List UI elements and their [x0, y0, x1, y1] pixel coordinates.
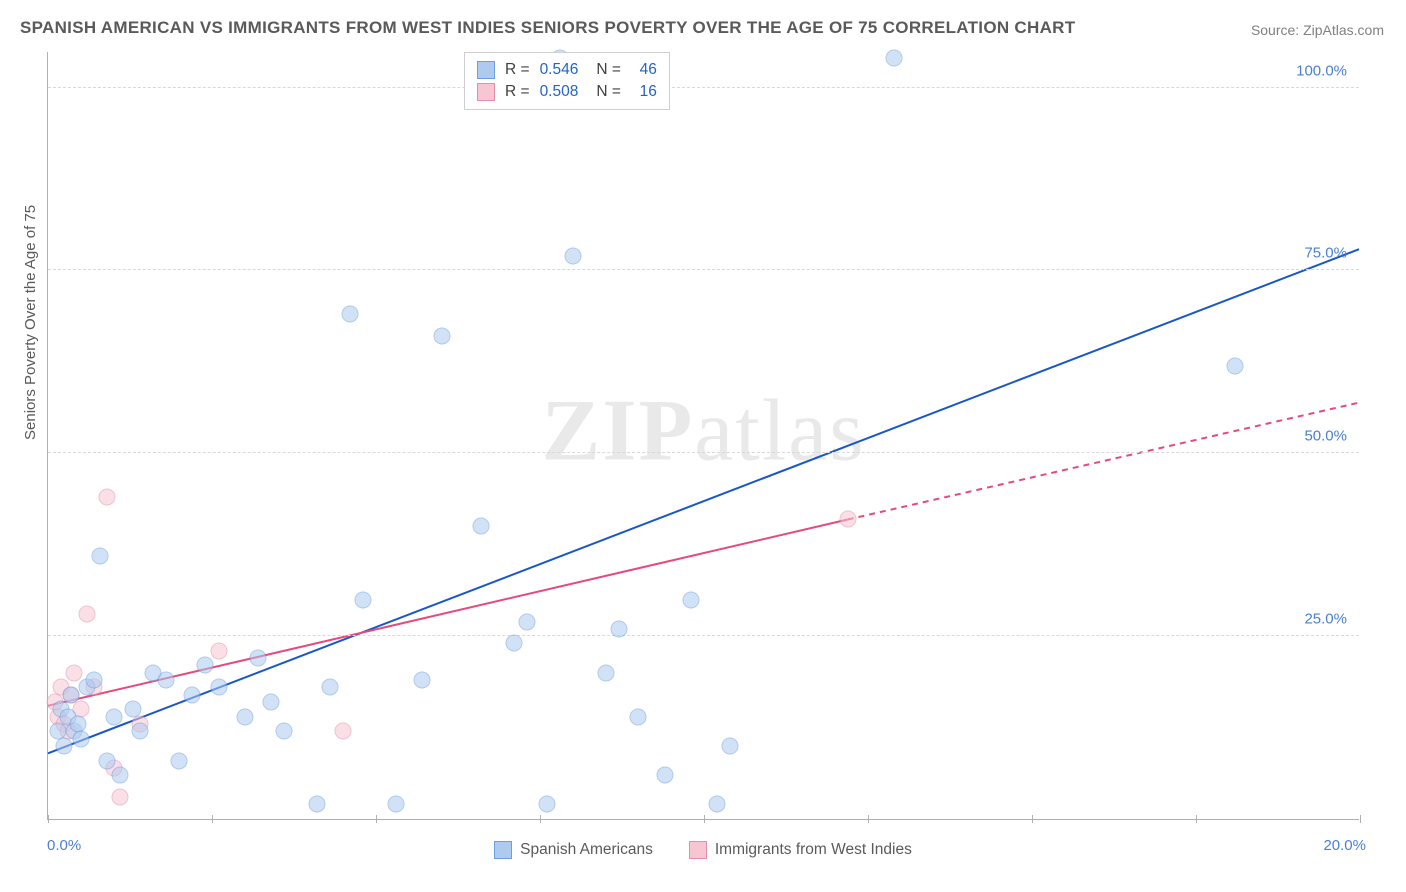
scatter-point-series1 [682, 591, 699, 608]
x-tick [376, 815, 377, 823]
source-label: Source: ZipAtlas.com [1251, 22, 1384, 38]
scatter-point-series1 [886, 50, 903, 67]
scatter-point-series1 [472, 518, 489, 535]
scatter-point-series1 [99, 752, 116, 769]
scatter-point-series2 [210, 642, 227, 659]
scatter-point-series1 [518, 613, 535, 630]
scatter-point-series2 [66, 664, 83, 681]
scatter-point-series1 [171, 752, 188, 769]
r-value: 0.546 [540, 59, 579, 81]
scatter-point-series1 [125, 701, 142, 718]
legend-swatch [477, 83, 495, 101]
correlation-legend: R = 0.546 N = 46 R = 0.508 N = 16 [464, 52, 670, 110]
r-label: R = [505, 81, 530, 103]
y-tick-label: 50.0% [1304, 428, 1347, 445]
y-tick-label: 100.0% [1296, 62, 1347, 79]
scatter-point-series1 [308, 796, 325, 813]
x-tick [704, 815, 705, 823]
gridline [48, 452, 1359, 453]
gridline [48, 87, 1359, 88]
n-label: N = [596, 59, 621, 81]
scatter-point-series1 [722, 737, 739, 754]
scatter-point-series1 [709, 796, 726, 813]
trend-lines [48, 52, 1359, 819]
scatter-point-series1 [597, 664, 614, 681]
scatter-point-series1 [387, 796, 404, 813]
x-tick [1196, 815, 1197, 823]
legend-swatch [494, 841, 512, 859]
scatter-point-series1 [1227, 357, 1244, 374]
scatter-point-series1 [263, 693, 280, 710]
y-tick-label: 75.0% [1304, 245, 1347, 262]
scatter-point-series1 [538, 796, 555, 813]
scatter-point-series1 [433, 328, 450, 345]
scatter-point-series1 [236, 708, 253, 725]
legend-label: Immigrants from West Indies [715, 841, 912, 859]
scatter-point-series1 [610, 620, 627, 637]
scatter-point-series2 [99, 489, 116, 506]
scatter-point-series1 [630, 708, 647, 725]
scatter-point-series2 [79, 606, 96, 623]
scatter-point-series1 [276, 723, 293, 740]
scatter-point-series1 [56, 737, 73, 754]
n-value: 16 [631, 81, 657, 103]
scatter-point-series1 [62, 686, 79, 703]
x-tick [1360, 815, 1361, 823]
scatter-point-series1 [656, 767, 673, 784]
scatter-point-series1 [354, 591, 371, 608]
scatter-point-series2 [112, 789, 129, 806]
scatter-point-series1 [105, 708, 122, 725]
scatter-point-series1 [341, 306, 358, 323]
legend-row: R = 0.508 N = 16 [477, 81, 657, 103]
n-label: N = [596, 81, 621, 103]
y-axis-label: Seniors Poverty Over the Age of 75 [22, 205, 39, 440]
scatter-point-series1 [112, 767, 129, 784]
r-value: 0.508 [540, 81, 579, 103]
x-tick [48, 815, 49, 823]
x-tick [868, 815, 869, 823]
legend-label: Spanish Americans [520, 841, 653, 859]
legend-swatch [477, 61, 495, 79]
chart-title: SPANISH AMERICAN VS IMMIGRANTS FROM WEST… [20, 18, 1075, 38]
scatter-point-series1 [249, 650, 266, 667]
gridline [48, 269, 1359, 270]
scatter-point-series1 [158, 672, 175, 689]
scatter-point-series1 [131, 723, 148, 740]
scatter-point-series1 [505, 635, 522, 652]
r-label: R = [505, 59, 530, 81]
scatter-point-series1 [413, 672, 430, 689]
y-tick-label: 25.0% [1304, 611, 1347, 628]
scatter-point-series1 [92, 547, 109, 564]
legend-item: Spanish Americans [494, 841, 653, 859]
x-tick [1032, 815, 1033, 823]
series-legend: Spanish Americans Immigrants from West In… [0, 841, 1406, 864]
legend-swatch [689, 841, 707, 859]
legend-item: Immigrants from West Indies [689, 841, 912, 859]
scatter-point-series1 [184, 686, 201, 703]
scatter-point-series2 [840, 511, 857, 528]
legend-row: R = 0.546 N = 46 [477, 59, 657, 81]
x-tick [212, 815, 213, 823]
scatter-point-series2 [335, 723, 352, 740]
gridline [48, 635, 1359, 636]
scatter-point-series1 [322, 679, 339, 696]
scatter-point-series1 [564, 247, 581, 264]
n-value: 46 [631, 59, 657, 81]
scatter-point-series1 [210, 679, 227, 696]
scatter-point-series1 [197, 657, 214, 674]
scatter-point-series1 [85, 672, 102, 689]
x-tick [540, 815, 541, 823]
scatter-point-series1 [72, 730, 89, 747]
plot-area: ZIPatlas 25.0%50.0%75.0%100.0% [47, 52, 1359, 820]
